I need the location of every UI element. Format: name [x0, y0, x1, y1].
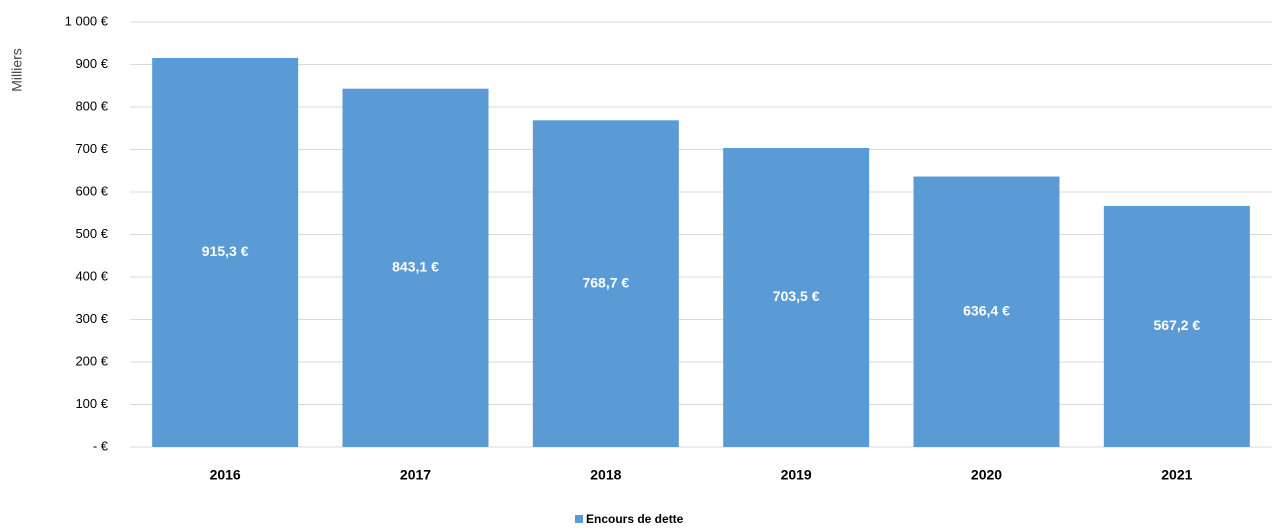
bar — [532, 120, 679, 448]
x-tick-label: 2018 — [590, 467, 621, 483]
y-tick-label: 1 000 € — [65, 13, 109, 28]
y-tick-label: 900 € — [75, 56, 108, 71]
data-label: 703,5 € — [773, 288, 820, 304]
y-tick-label: 200 € — [75, 353, 108, 368]
y-tick-label: 400 € — [75, 268, 108, 283]
bar — [913, 176, 1060, 447]
x-tick-label: 2016 — [210, 467, 241, 483]
data-label: 915,3 € — [202, 243, 249, 259]
bar — [342, 88, 489, 448]
y-tick-label: 500 € — [75, 226, 108, 241]
bar — [152, 57, 299, 448]
y-tick-label: 700 € — [75, 141, 108, 156]
y-tick-label: 300 € — [75, 311, 108, 326]
y-axis-title: Milliers — [9, 48, 25, 92]
y-tick-label: 600 € — [75, 183, 108, 198]
data-label: 843,1 € — [392, 259, 439, 275]
y-tick-label: 800 € — [75, 98, 108, 113]
data-label: 567,2 € — [1153, 317, 1200, 333]
x-tick-label: 2017 — [400, 467, 431, 483]
bar — [1103, 205, 1250, 447]
legend-label: Encours de dette — [586, 512, 684, 526]
y-tick-label: 100 € — [75, 396, 108, 411]
legend-swatch — [575, 515, 583, 523]
data-label: 768,7 € — [582, 274, 629, 290]
x-tick-label: 2019 — [781, 467, 812, 483]
data-label: 636,4 € — [963, 302, 1010, 318]
x-tick-label: 2021 — [1161, 467, 1192, 483]
x-tick-label: 2020 — [971, 467, 1002, 483]
bar — [723, 148, 870, 447]
y-tick-label: - € — [93, 438, 109, 453]
